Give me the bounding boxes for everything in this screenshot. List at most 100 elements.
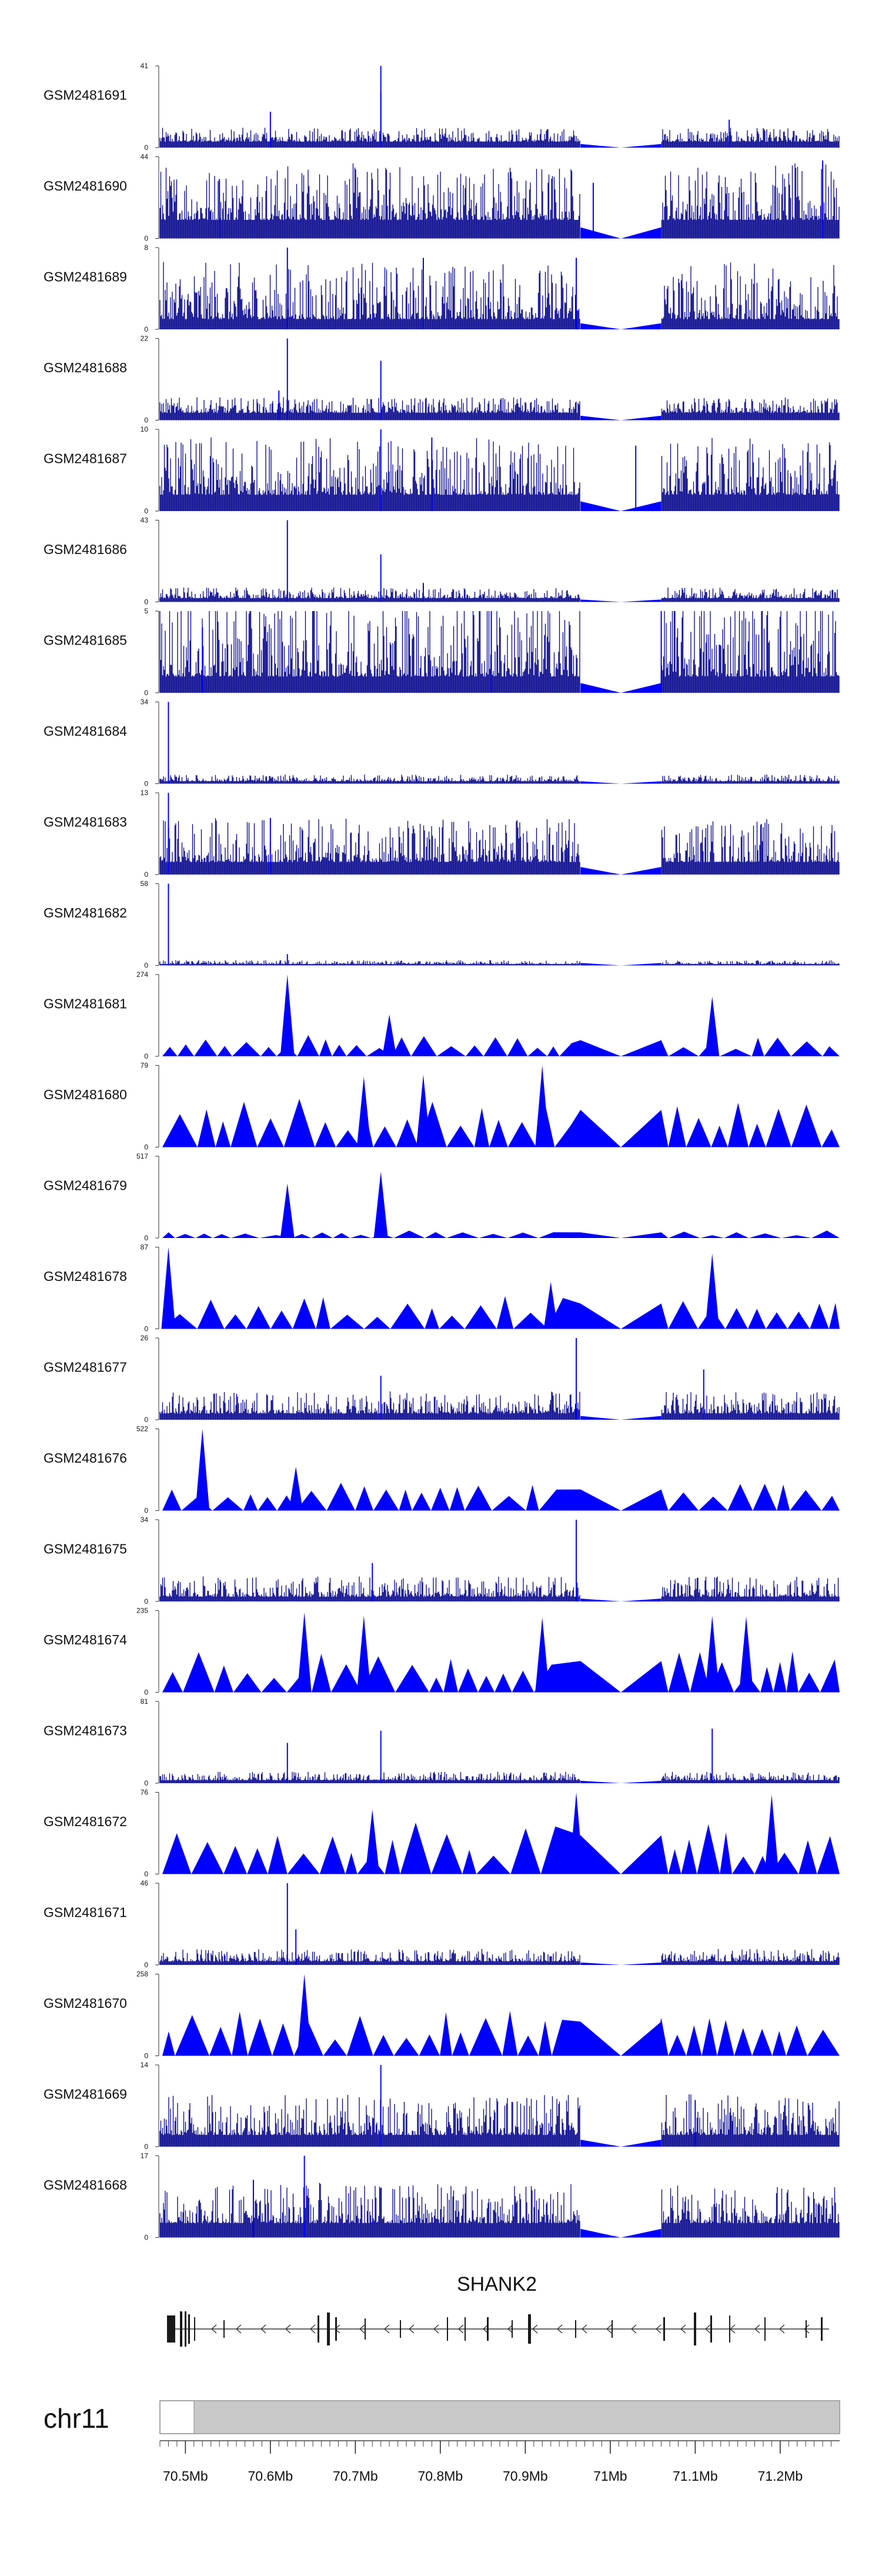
signal-area [160,1099,840,1147]
track-label: GSM2481687 [44,451,127,466]
x-axis: 70.5Mb 70.6Mb 70.7Mb 70.8Mb 70.9Mb 71Mb 71.1Mb… [159,2440,840,2484]
track-label: GSM2481672 [44,1814,127,1829]
y-max-label: 58 [141,880,149,888]
signal-area [160,1296,840,1329]
track-GSM2481669: 14 0 GSM2481669 [44,2061,840,2151]
y-min-label: 0 [144,689,148,697]
track-GSM2481670: 258 0 GSM2481670 [44,1970,840,2060]
y-max-label: 41 [141,62,149,70]
peak-spike [297,1612,312,1693]
peak-spike [297,1974,312,2056]
y-max-label: 5 [144,607,148,615]
y-max-label: 43 [141,516,149,525]
exon [185,2311,186,2347]
exon [764,2317,766,2341]
exon [729,2315,730,2343]
exon [365,2318,366,2340]
y-min-label: 0 [144,962,148,970]
signal-area [160,1823,840,1874]
strand-arrow [606,2324,612,2334]
signal-area [160,1035,840,1056]
y-min-label: 0 [144,235,148,243]
signal-bars [159,2094,840,2147]
exon [710,2315,712,2343]
strand-arrow [359,2324,365,2334]
strand-arrow [754,2324,760,2334]
signal-bars [159,2183,840,2238]
track-GSM2481668: 17 0 GSM2481668 [44,2152,840,2242]
track-label: GSM2481681 [44,996,127,1012]
y-max-label: 26 [141,1334,149,1342]
exon [194,2317,195,2341]
exon [512,2320,513,2338]
exon [180,2311,182,2347]
y-min-label: 0 [144,2052,148,2060]
strand-arrow [309,2324,316,2334]
ideogram-band [193,2400,840,2434]
gap-wedge [580,2228,662,2238]
y-min-label: 0 [144,1689,148,1697]
y-max-label: 22 [141,335,149,343]
gap-wedge [580,1416,662,1420]
y-min-label: 0 [144,598,148,606]
track-label: GSM2481678 [44,1269,127,1284]
strand-arrow [532,2324,538,2334]
track-GSM2481671: 46 0 GSM2481671 [44,1879,840,1969]
gap-wedge [580,1962,662,1965]
gap-wedge [580,415,662,421]
y-max-label: 17 [141,2152,149,2160]
peak-spike [382,1014,397,1056]
gap-wedge [580,599,662,602]
gene-label: SHANK2 [457,2273,537,2295]
track-GSM2481672: 76 0 GSM2481672 [44,1788,840,1878]
strand-arrow [630,2324,637,2334]
gap-wedge [580,2140,662,2147]
ideogram-track: chr11 [44,2400,840,2434]
y-min-label: 0 [144,507,148,515]
x-tick-label: 70.7Mb [333,2468,378,2484]
track-label: GSM2481688 [44,360,127,375]
signal-bars [159,128,840,148]
track-label: GSM2481691 [44,88,127,103]
track-GSM2481691: 41 0 GSM2481691 [44,62,840,152]
peak-spike [373,1172,388,1238]
peak-spike [356,1616,371,1693]
y-min-label: 0 [144,780,148,788]
y-min-label: 0 [144,2234,148,2242]
track-label: GSM2481686 [44,542,127,557]
strand-arrow [556,2324,563,2334]
signal-bars [159,611,840,693]
track-label: GSM2481675 [44,1541,127,1557]
chromosome-ideogram [159,2400,840,2434]
strand-arrow [433,2324,439,2334]
track-GSM2481681: 274 0 GSM2481681 [44,970,840,1060]
strand-arrow [779,2324,785,2334]
exon [528,2314,531,2344]
track-GSM2481675: 34 0 GSM2481675 [44,1516,840,1606]
track-GSM2481685: 5 0 GSM2481685 [44,607,840,697]
y-min-label: 0 [144,870,148,879]
track-GSM2481679: 517 0 GSM2481679 [44,1152,840,1242]
y-min-label: 0 [144,325,148,333]
peak-spike [280,1183,295,1238]
exon [223,2320,225,2338]
y-min-label: 0 [144,1597,148,1606]
exon [335,2317,337,2341]
track-GSM2481680: 79 0 GSM2481680 [44,1062,840,1152]
track-label: GSM2481684 [44,723,127,739]
y-max-label: 258 [136,1970,148,1978]
gap-wedge [580,1599,662,1601]
x-tick-label: 70.9Mb [503,2468,548,2484]
track-GSM2481674: 235 0 GSM2481674 [44,1607,840,1697]
strand-arrow [383,2324,390,2334]
track-label: GSM2481668 [44,2177,127,2193]
strand-arrow [211,2324,217,2334]
gap-wedge [580,683,662,693]
exon [663,2317,665,2341]
track-label: GSM2481669 [44,2087,127,2102]
y-min-label: 0 [144,1416,148,1424]
strand-arrow [235,2324,242,2334]
exon [167,2315,175,2343]
y-max-label: 522 [136,1425,148,1433]
